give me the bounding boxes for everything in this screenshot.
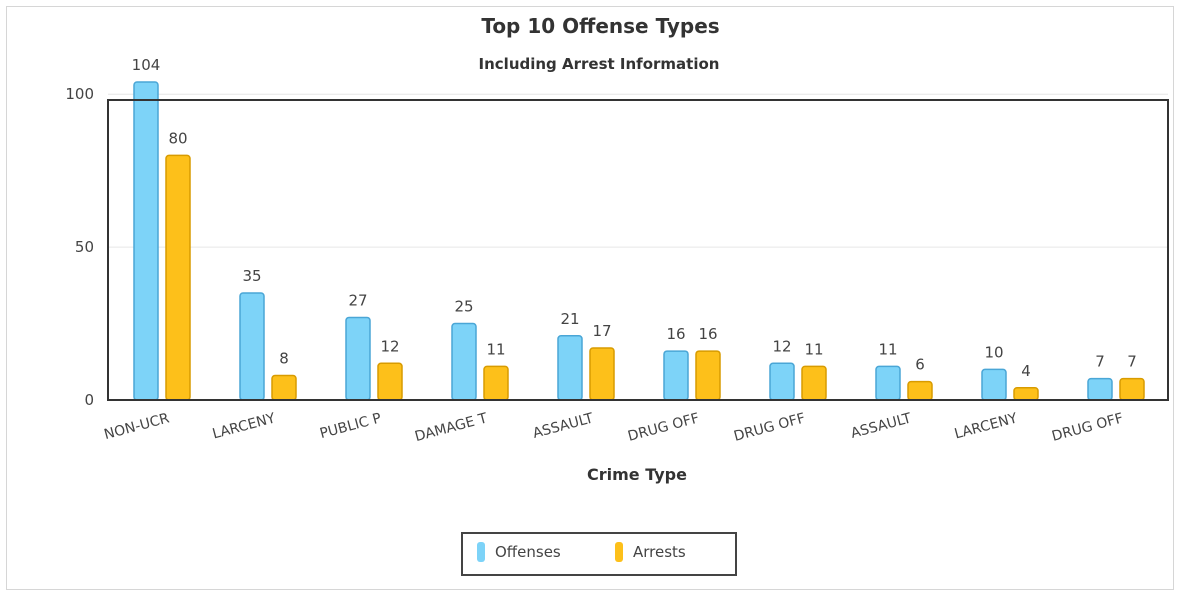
x-tick-label: ASSAULT [531,410,595,442]
data-label-arrests: 6 [915,356,925,374]
data-label-offenses: 27 [348,291,367,309]
legend-item-offenses[interactable]: Offenses [477,542,561,562]
x-tick-label: LARCENY [953,410,1020,442]
bar-offenses[interactable] [451,322,477,401]
data-label-offenses: 21 [560,310,579,328]
bar-arrests[interactable] [589,347,615,401]
y-tick-label: 100 [65,85,94,103]
bar-arrests[interactable] [801,365,827,401]
data-label-arrests: 11 [486,340,505,358]
x-tick-label: DRUG OFF [732,410,807,444]
data-label-offenses: 7 [1095,353,1105,371]
data-label-arrests: 11 [804,340,823,358]
bar-offenses[interactable] [557,335,583,401]
data-label-arrests: 7 [1127,353,1137,371]
x-tick-label: NON-UCR [102,410,171,443]
x-tick-label: DRUG OFF [1050,410,1125,444]
y-tick-label: 50 [75,238,94,256]
bar-arrests[interactable] [695,350,721,401]
data-label-offenses: 10 [984,343,1003,361]
bar-arrests[interactable] [1119,377,1145,401]
x-tick-label: LARCENY [211,410,278,442]
data-label-arrests: 4 [1021,362,1031,380]
bar-offenses[interactable] [1087,377,1113,401]
legend-label-offenses: Offenses [495,543,561,561]
x-tick-label: DRUG OFF [626,410,701,444]
bar-arrests[interactable] [483,365,509,401]
data-label-offenses: 16 [666,325,685,343]
data-label-offenses: 25 [454,298,473,316]
bar-offenses[interactable] [345,316,371,401]
bar-arrests[interactable] [907,380,933,401]
data-label-arrests: 16 [698,325,717,343]
chart-frame [6,6,1174,590]
chart-title: Top 10 Offense Types [481,14,720,38]
bar-arrests[interactable] [1013,387,1039,401]
bar-offenses[interactable] [239,292,265,401]
x-tick-label: DAMAGE T [413,410,489,445]
legend-item-arrests[interactable]: Arrests [615,542,686,562]
data-label-offenses: 12 [772,337,791,355]
data-label-offenses: 104 [132,56,161,74]
legend: Offenses Arrests [461,532,737,576]
chart-subtitle: Including Arrest Information [478,55,720,73]
grid-lines [108,93,1168,248]
bar-offenses[interactable] [875,365,901,401]
y-tick-label: 0 [84,391,94,409]
data-label-offenses: 35 [242,267,261,285]
bar-offenses[interactable] [769,362,795,401]
data-label-arrests: 17 [592,322,611,340]
plot-area-border [107,99,1169,401]
legend-label-arrests: Arrests [633,543,686,561]
data-label-offenses: 11 [878,340,897,358]
bar-offenses[interactable] [133,81,159,401]
x-tick-label: ASSAULT [849,410,913,442]
bar-arrests[interactable] [165,154,191,401]
data-label-arrests: 8 [279,350,289,368]
x-tick-label: PUBLIC P [318,410,383,442]
bar-arrests[interactable] [377,362,403,401]
data-label-arrests: 12 [380,337,399,355]
arrests-swatch-icon [615,542,623,562]
bar-offenses[interactable] [663,350,689,401]
offenses-swatch-icon [477,542,485,562]
x-axis-title: Crime Type [587,465,687,484]
bar-arrests[interactable] [271,374,297,401]
data-label-arrests: 80 [168,129,187,147]
bar-offenses[interactable] [981,368,1007,401]
